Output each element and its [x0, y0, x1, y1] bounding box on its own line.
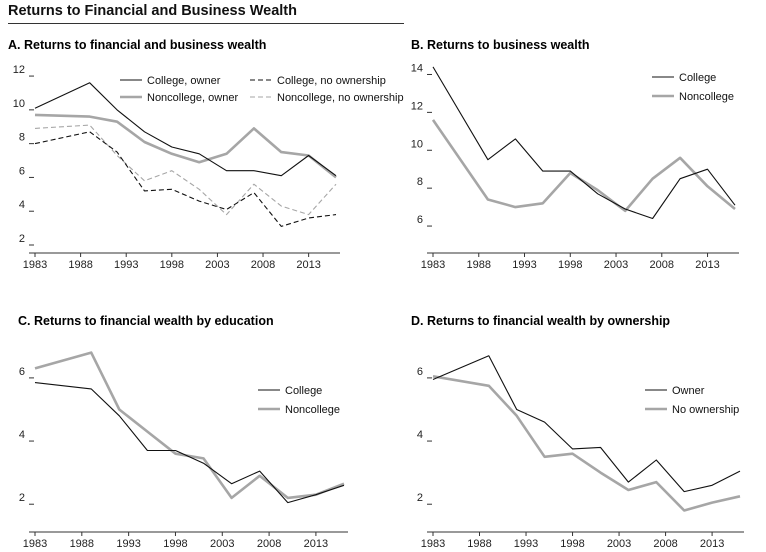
y-tick-label: 4: [19, 429, 25, 441]
x-tick-label: 1993: [114, 259, 138, 271]
series-line-owner: [432, 355, 741, 493]
x-tick-label: 2003: [604, 259, 628, 271]
y-tick-label: 14: [411, 62, 423, 74]
legend: College Noncollege: [652, 72, 734, 103]
x-tick-label: 1998: [160, 259, 184, 271]
legend-label: Owner: [672, 385, 705, 397]
legend-label: Noncollege: [679, 91, 734, 103]
y-tick-label: 4: [19, 199, 25, 211]
x-tick-label: 2008: [251, 259, 275, 271]
legend: Owner No ownership: [645, 385, 739, 416]
y-tick-label: 12: [411, 100, 423, 112]
series-line-college-owner: [34, 82, 337, 177]
y-tick-label: 8: [417, 176, 423, 188]
y-tick-label: 12: [13, 64, 25, 76]
x-tick-label: 2008: [257, 538, 281, 550]
x-tick-label: 1988: [70, 538, 94, 550]
x-tick-label: 2008: [653, 538, 677, 550]
x-tick-label: 1983: [421, 259, 445, 271]
title-rule: [8, 23, 404, 24]
legend: College, owner Noncollege, owner College, …: [120, 75, 404, 104]
x-tick-label: 2003: [210, 538, 234, 550]
x-tick-label: 2013: [700, 538, 724, 550]
legend-label: College, no ownership: [277, 75, 386, 87]
series-line-noncollege: [34, 351, 345, 500]
x-tick-label: 1993: [512, 259, 536, 271]
x-tick-label: 1983: [421, 538, 445, 550]
y-tick-label: 2: [19, 492, 25, 504]
panel-title: A. Returns to financial and business wea…: [8, 38, 266, 52]
x-tick-label: 2013: [304, 538, 328, 550]
legend-label: Noncollege, no ownership: [277, 92, 404, 104]
chart-panel-c: C. Returns to financial wealth by educat…: [18, 314, 348, 550]
legend-label: College: [679, 72, 716, 84]
series-line-noncollege-owner: [34, 113, 337, 179]
legend: College Noncollege: [258, 385, 340, 416]
legend-label: No ownership: [672, 404, 739, 416]
x-tick-label: 1983: [23, 259, 47, 271]
panel-title: C. Returns to financial wealth by educat…: [18, 314, 274, 328]
panel-title: B. Returns to business wealth: [411, 38, 590, 52]
x-tick-label: 2013: [695, 259, 719, 271]
x-tick-label: 2013: [296, 259, 320, 271]
y-tick-label: 8: [19, 132, 25, 144]
legend-label: College: [285, 385, 322, 397]
x-tick-label: 1998: [560, 538, 584, 550]
figure-title: Returns to Financial and Business Wealth: [8, 3, 297, 19]
y-tick-label: 6: [19, 165, 25, 177]
x-tick-label: 2003: [205, 259, 229, 271]
y-tick-label: 10: [411, 138, 423, 150]
y-tick-label: 10: [13, 98, 25, 110]
y-tick-label: 6: [417, 214, 423, 226]
x-tick-label: 1988: [68, 259, 92, 271]
chart-panel-a: A. Returns to financial and business wea…: [8, 38, 404, 271]
series-line-noncollege: [431, 119, 736, 213]
x-tick-label: 2008: [650, 259, 674, 271]
x-tick-label: 2003: [607, 538, 631, 550]
panel-title: D. Returns to financial wealth by owners…: [411, 314, 670, 328]
series-line-college: [432, 66, 736, 220]
x-tick-label: 1988: [467, 538, 491, 550]
x-tick-label: 1993: [116, 538, 140, 550]
chart-panel-b: B. Returns to business wealth 1983 1988 199…: [411, 38, 739, 271]
x-tick-label: 1988: [467, 259, 491, 271]
legend-label: Noncollege: [285, 404, 340, 416]
series-line-noncollege-no-ownership: [34, 124, 337, 216]
legend-label: Noncollege, owner: [147, 92, 238, 104]
y-tick-label: 2: [417, 492, 423, 504]
y-tick-label: 4: [417, 429, 423, 441]
x-tick-label: 1993: [514, 538, 538, 550]
x-tick-label: 1998: [163, 538, 187, 550]
y-tick-label: 2: [19, 233, 25, 245]
legend-label: College, owner: [147, 75, 221, 87]
chart-panel-d: D. Returns to financial wealth by owners…: [411, 314, 744, 550]
y-tick-label: 6: [19, 366, 25, 378]
series-line-college: [34, 382, 345, 504]
series-line-no-ownership: [432, 375, 741, 512]
x-tick-label: 1998: [558, 259, 582, 271]
x-tick-label: 1983: [23, 538, 47, 550]
series-line-college-no-ownership: [34, 131, 337, 227]
y-tick-label: 6: [417, 366, 423, 378]
